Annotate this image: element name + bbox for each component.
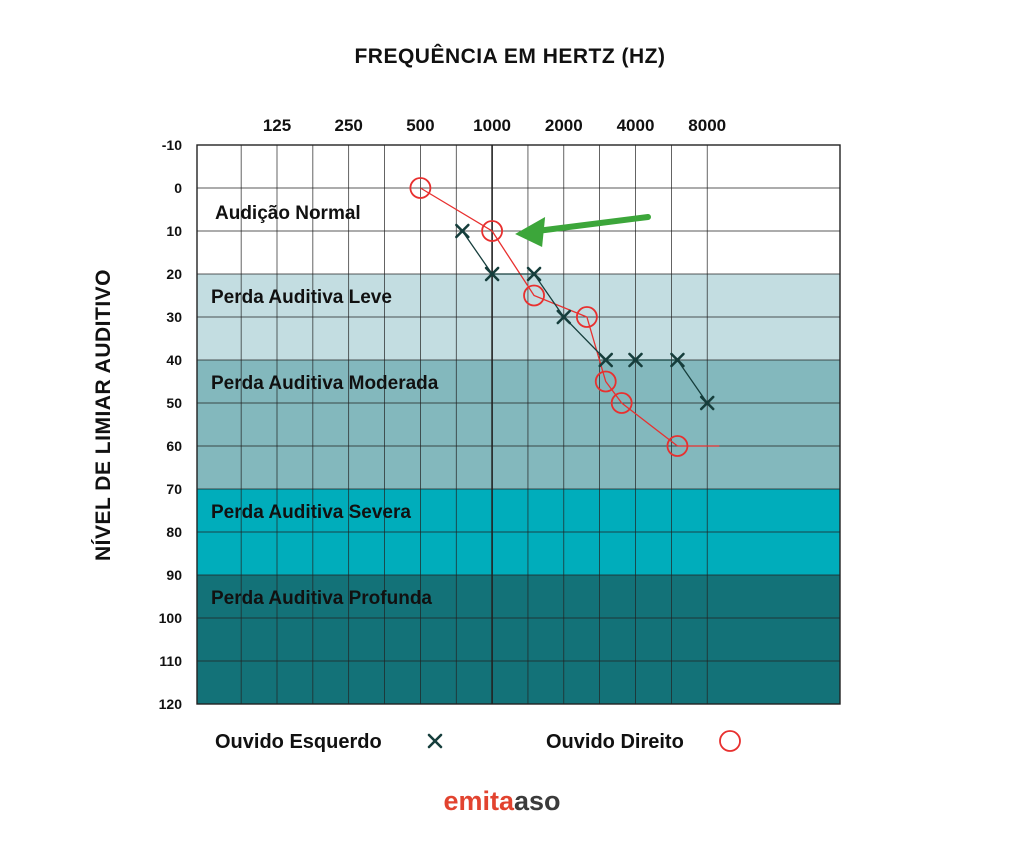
- y-tick-label-60: 60: [166, 438, 182, 454]
- x-tick-label-500: 500: [406, 116, 434, 135]
- x-tick-label-8000: 8000: [688, 116, 726, 135]
- y-tick-label-90: 90: [166, 567, 182, 583]
- brand-logo: emitaaso: [443, 786, 560, 816]
- left-ear-point-2: [526, 266, 542, 282]
- right-ear-point-2: [523, 284, 545, 307]
- left-ear-point-3: [556, 309, 572, 325]
- left-ear-point-5-stroke-b: [628, 352, 643, 368]
- left-ear-point-4-stroke-b: [598, 352, 614, 368]
- left-ear-point-1: [484, 266, 500, 282]
- y-tick-label-0: 0: [174, 180, 182, 196]
- series-line-left-ear: [461, 230, 708, 404]
- x-tick-label-125: 125: [263, 116, 291, 135]
- y-tick-label-10: 10: [166, 223, 182, 239]
- zone-labels: Audição Normal Perda Auditiva Leve Perda A…: [211, 203, 439, 609]
- y-tick-label-120: 120: [159, 696, 183, 712]
- right-ear-point-3: [575, 306, 598, 328]
- chart-title: FREQUÊNCIA EM HERTZ (HZ): [354, 44, 665, 68]
- annotation-layer: [515, 214, 651, 247]
- right-ear-point-4: [594, 370, 617, 393]
- y-tick-label-20: 20: [166, 266, 182, 282]
- left-ear-point-4: [598, 352, 614, 368]
- zone-band-2: [197, 360, 840, 489]
- y-tick-label-30: 30: [166, 309, 182, 325]
- x-tick-label-4000: 4000: [617, 116, 655, 135]
- x-tick-label-250: 250: [335, 116, 363, 135]
- y-tick-label-70: 70: [166, 481, 182, 497]
- legend-label-left-ear: Ouvido Esquerdo: [215, 731, 382, 753]
- y-axis-label: NÍVEL DE LIMIAR AUDITIVO: [92, 269, 115, 561]
- y-tick-label--10: -10: [162, 137, 182, 153]
- right-ear-point-6: [666, 435, 689, 457]
- annotation-arrow-head: [515, 217, 546, 247]
- y-tick-label-40: 40: [166, 352, 182, 368]
- zone-label-4: Perda Auditiva Profunda: [211, 588, 432, 609]
- brand-part-aso: aso: [514, 786, 561, 816]
- left-ear-point-3-stroke-b: [556, 309, 572, 325]
- plot-border: [196, 144, 841, 705]
- zone-band-4: [197, 575, 840, 704]
- right-ear-point-1: [481, 220, 504, 242]
- zone-label-1: Perda Auditiva Leve: [211, 287, 392, 308]
- left-ear-point-2-stroke-b: [526, 266, 542, 282]
- left-ear-point-6: [670, 352, 685, 368]
- annotation-arrow-shaft: [534, 214, 651, 234]
- zone-label-0: Audição Normal: [215, 203, 361, 224]
- y-tick-label-80: 80: [166, 524, 182, 540]
- x-tick-label-2000: 2000: [545, 116, 583, 135]
- axes-layer: 125 250 500 1000 2000 4000 8000 -10 0 10 20 30 40 50 6…: [159, 116, 726, 712]
- zone-label-2: Perda Auditiva Moderada: [211, 373, 439, 394]
- series-line-right-ear: [420, 187, 678, 447]
- brand-part-emita: emita: [443, 786, 515, 816]
- left-ear-point-1-stroke-b: [484, 266, 500, 282]
- legend-label-right-ear: Ouvido Direito: [546, 731, 684, 753]
- left-ear-point-6-stroke-b: [670, 352, 685, 368]
- left-ear-point-7: [699, 395, 715, 411]
- left-ear-point-5: [628, 352, 643, 368]
- x-tick-label-1000: 1000: [473, 116, 511, 135]
- legend-o-glyph: [719, 730, 741, 752]
- legend-x-glyph-stroke-b: [427, 733, 443, 749]
- series-layer: [409, 177, 720, 457]
- right-ear-point-0: [409, 177, 432, 199]
- left-ear-point-0: [455, 223, 470, 239]
- legend-x-glyph: [427, 733, 443, 749]
- y-tick-label-110: 110: [159, 653, 182, 669]
- zone-band-0: [197, 145, 840, 274]
- hearing-zones: [197, 145, 840, 704]
- left-ear-point-7-stroke-b: [699, 395, 715, 411]
- y-tick-label-100: 100: [159, 610, 183, 626]
- legend-o-marker-icon: [719, 730, 741, 752]
- right-ear-point-5: [610, 392, 633, 414]
- grid-lines: [196, 144, 841, 705]
- left-ear-point-0-stroke-b: [455, 223, 470, 239]
- legend: Ouvido Esquerdo Ouvido Direito: [215, 730, 741, 753]
- zone-label-3: Perda Auditiva Severa: [211, 502, 411, 523]
- legend-x-marker-icon: [427, 733, 443, 749]
- y-tick-label-50: 50: [166, 395, 182, 411]
